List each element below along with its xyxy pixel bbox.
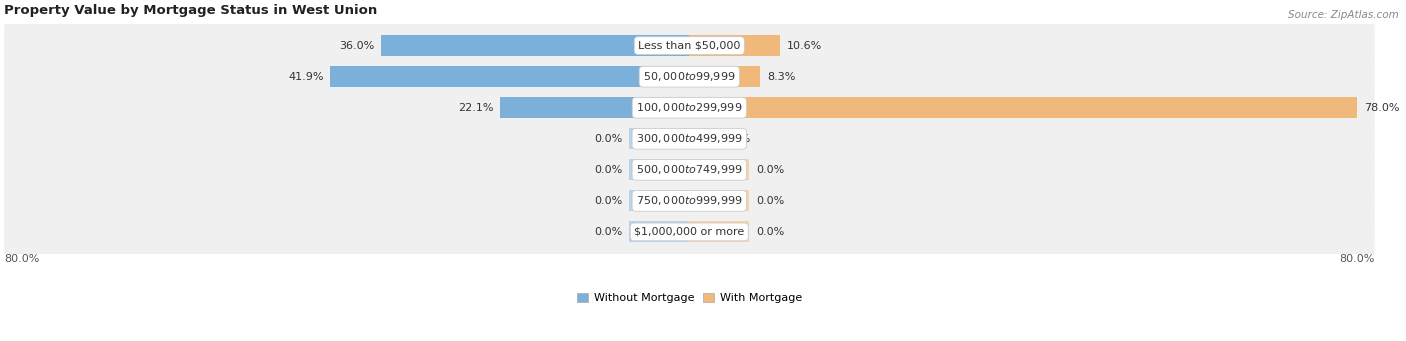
FancyBboxPatch shape xyxy=(4,110,1375,229)
Bar xyxy=(689,159,749,180)
Bar xyxy=(689,97,1357,118)
Text: Less than $50,000: Less than $50,000 xyxy=(638,41,741,50)
Text: Source: ZipAtlas.com: Source: ZipAtlas.com xyxy=(1288,10,1399,20)
Bar xyxy=(689,35,780,56)
Text: 0.0%: 0.0% xyxy=(595,165,623,175)
Text: Property Value by Mortgage Status in West Union: Property Value by Mortgage Status in Wes… xyxy=(4,4,377,17)
Text: 0.0%: 0.0% xyxy=(595,227,623,237)
Text: 0.0%: 0.0% xyxy=(756,165,785,175)
Bar xyxy=(630,190,689,211)
Text: 80.0%: 80.0% xyxy=(1339,254,1375,264)
FancyBboxPatch shape xyxy=(4,0,1375,105)
Bar xyxy=(330,66,689,87)
Text: 0.0%: 0.0% xyxy=(756,227,785,237)
FancyBboxPatch shape xyxy=(4,79,1375,198)
Text: 0.0%: 0.0% xyxy=(756,196,785,206)
Text: 36.0%: 36.0% xyxy=(339,41,374,50)
Text: 0.0%: 0.0% xyxy=(595,196,623,206)
Bar xyxy=(501,97,689,118)
Bar xyxy=(630,128,689,149)
Text: 0.0%: 0.0% xyxy=(595,134,623,144)
FancyBboxPatch shape xyxy=(4,17,1375,136)
Bar xyxy=(381,35,689,56)
Text: 10.6%: 10.6% xyxy=(787,41,823,50)
Text: 80.0%: 80.0% xyxy=(4,254,39,264)
Text: $750,000 to $999,999: $750,000 to $999,999 xyxy=(636,194,742,207)
Text: $300,000 to $499,999: $300,000 to $499,999 xyxy=(636,132,742,145)
Bar xyxy=(630,221,689,242)
Bar xyxy=(630,159,689,180)
Text: $1,000,000 or more: $1,000,000 or more xyxy=(634,227,744,237)
Bar xyxy=(689,190,749,211)
Text: 3.0%: 3.0% xyxy=(721,134,751,144)
Text: 78.0%: 78.0% xyxy=(1364,103,1400,113)
Bar xyxy=(689,128,716,149)
FancyBboxPatch shape xyxy=(4,48,1375,167)
Bar xyxy=(689,66,761,87)
Legend: Without Mortgage, With Mortgage: Without Mortgage, With Mortgage xyxy=(572,289,806,308)
FancyBboxPatch shape xyxy=(4,142,1375,260)
Text: $50,000 to $99,999: $50,000 to $99,999 xyxy=(643,70,735,83)
FancyBboxPatch shape xyxy=(4,173,1375,291)
Text: 22.1%: 22.1% xyxy=(458,103,494,113)
Text: $100,000 to $299,999: $100,000 to $299,999 xyxy=(636,101,742,114)
Text: 41.9%: 41.9% xyxy=(288,72,323,82)
Text: 8.3%: 8.3% xyxy=(768,72,796,82)
Text: $500,000 to $749,999: $500,000 to $749,999 xyxy=(636,163,742,176)
Bar xyxy=(689,221,749,242)
